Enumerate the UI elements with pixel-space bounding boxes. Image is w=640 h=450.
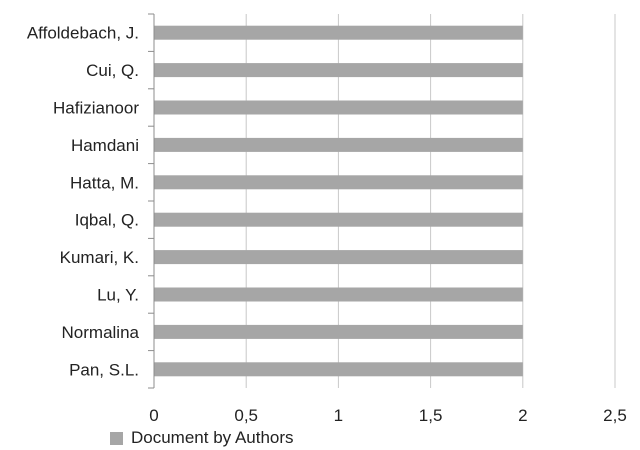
bar [154, 25, 523, 40]
category-label: Kumari, K. [60, 248, 139, 267]
x-tick-label: 0,5 [234, 406, 258, 425]
bar [154, 100, 523, 115]
bar [154, 63, 523, 78]
legend: Document by Authors [110, 428, 294, 448]
x-tick-label: 2,5 [603, 406, 627, 425]
category-label: Cui, Q. [86, 61, 139, 80]
category-label: Lu, Y. [97, 286, 139, 305]
bar [154, 250, 523, 265]
category-label: Hafizianoor [53, 99, 139, 118]
axes [148, 13, 155, 389]
category-labels: Affoldebach, J. Cui, Q. Hafizianoor Hamdani… [27, 24, 140, 380]
bar [154, 287, 523, 302]
x-tick-label: 1 [334, 406, 343, 425]
category-label: Hatta, M. [70, 173, 139, 192]
category-label: Hamdani [71, 136, 139, 155]
x-tick-labels: 0 0,5 1 1,5 2 2,5 [149, 406, 627, 425]
x-tick-label: 2 [518, 406, 527, 425]
legend-swatch [110, 431, 123, 445]
bar [154, 212, 523, 227]
category-label: Affoldebach, J. [27, 24, 139, 43]
bar [154, 362, 523, 377]
category-label: Normalina [62, 323, 140, 342]
bars [154, 25, 523, 377]
category-label: Pan, S.L. [69, 360, 139, 379]
x-tick-label: 1,5 [419, 406, 443, 425]
x-tick-label: 0 [149, 406, 158, 425]
bar [154, 324, 523, 339]
category-label: Iqbal, Q. [75, 211, 139, 230]
bar [154, 175, 523, 190]
bar [154, 137, 523, 152]
legend-label: Document by Authors [131, 428, 294, 447]
